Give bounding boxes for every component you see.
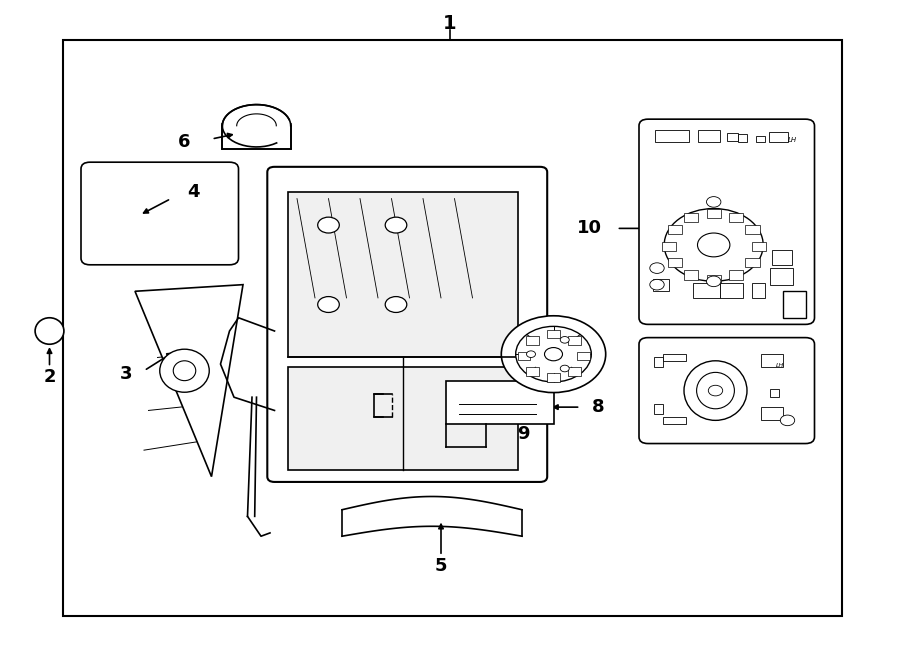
Circle shape — [560, 336, 569, 343]
Ellipse shape — [697, 373, 734, 409]
Circle shape — [650, 279, 664, 290]
Text: 1: 1 — [443, 14, 457, 32]
Bar — [547, 373, 560, 382]
Polygon shape — [135, 285, 243, 477]
FancyBboxPatch shape — [639, 119, 814, 324]
Bar — [568, 367, 580, 375]
Bar — [547, 330, 560, 338]
Bar — [760, 407, 783, 420]
Circle shape — [385, 217, 407, 233]
Polygon shape — [222, 105, 291, 126]
Bar — [662, 242, 676, 251]
Circle shape — [780, 415, 795, 426]
Bar — [770, 268, 793, 285]
Bar — [652, 279, 669, 291]
Text: LH: LH — [788, 137, 796, 144]
Bar — [663, 417, 686, 424]
Circle shape — [560, 365, 569, 372]
Text: 6: 6 — [178, 133, 191, 152]
Bar — [756, 136, 765, 142]
Ellipse shape — [173, 361, 196, 381]
Text: LH: LH — [776, 363, 784, 369]
Text: 8: 8 — [592, 398, 605, 416]
Circle shape — [318, 297, 339, 312]
Bar — [288, 367, 518, 470]
Ellipse shape — [160, 350, 209, 392]
Bar — [720, 283, 742, 298]
Bar — [668, 225, 682, 234]
Circle shape — [698, 233, 730, 257]
Bar — [654, 404, 663, 414]
Bar — [684, 270, 698, 279]
Bar — [745, 258, 760, 267]
Circle shape — [706, 197, 721, 207]
Circle shape — [544, 348, 562, 361]
Bar — [760, 354, 783, 367]
Circle shape — [664, 209, 763, 281]
Text: 3: 3 — [120, 365, 132, 383]
Bar — [568, 336, 580, 345]
Text: 2: 2 — [43, 368, 56, 387]
Circle shape — [385, 297, 407, 312]
Bar — [770, 389, 778, 397]
Text: 9: 9 — [518, 424, 530, 443]
Circle shape — [501, 316, 606, 393]
Bar — [698, 130, 720, 142]
Bar — [706, 275, 721, 284]
FancyBboxPatch shape — [267, 167, 547, 482]
Bar — [738, 134, 747, 142]
FancyBboxPatch shape — [639, 338, 814, 444]
Bar — [729, 270, 743, 279]
Bar — [769, 132, 788, 142]
Circle shape — [650, 263, 664, 273]
Bar — [518, 352, 530, 360]
Bar — [526, 336, 539, 345]
Bar — [706, 209, 721, 218]
Text: 11: 11 — [651, 428, 676, 446]
Circle shape — [516, 326, 591, 382]
Bar — [783, 291, 806, 318]
Ellipse shape — [684, 361, 747, 420]
Bar — [63, 40, 842, 616]
Bar — [668, 258, 682, 267]
Circle shape — [526, 351, 536, 357]
Circle shape — [706, 276, 721, 287]
Bar — [446, 381, 554, 424]
Bar — [288, 192, 518, 357]
Bar — [526, 367, 539, 375]
Text: 4: 4 — [187, 183, 200, 201]
Bar — [577, 352, 590, 360]
Bar — [693, 283, 720, 298]
Bar — [745, 225, 760, 234]
Bar — [727, 133, 738, 141]
Bar — [654, 357, 663, 367]
Text: 5: 5 — [435, 557, 447, 575]
Bar — [752, 283, 765, 298]
Text: 7: 7 — [327, 395, 339, 413]
Circle shape — [318, 217, 339, 233]
Bar — [729, 213, 743, 222]
Polygon shape — [222, 126, 291, 149]
Text: 10: 10 — [577, 219, 602, 238]
FancyBboxPatch shape — [81, 162, 239, 265]
Bar — [684, 213, 698, 222]
Bar — [663, 354, 686, 361]
Bar — [655, 130, 689, 142]
Ellipse shape — [35, 318, 64, 344]
Bar — [772, 250, 792, 265]
Circle shape — [708, 385, 723, 396]
Bar — [752, 242, 766, 251]
